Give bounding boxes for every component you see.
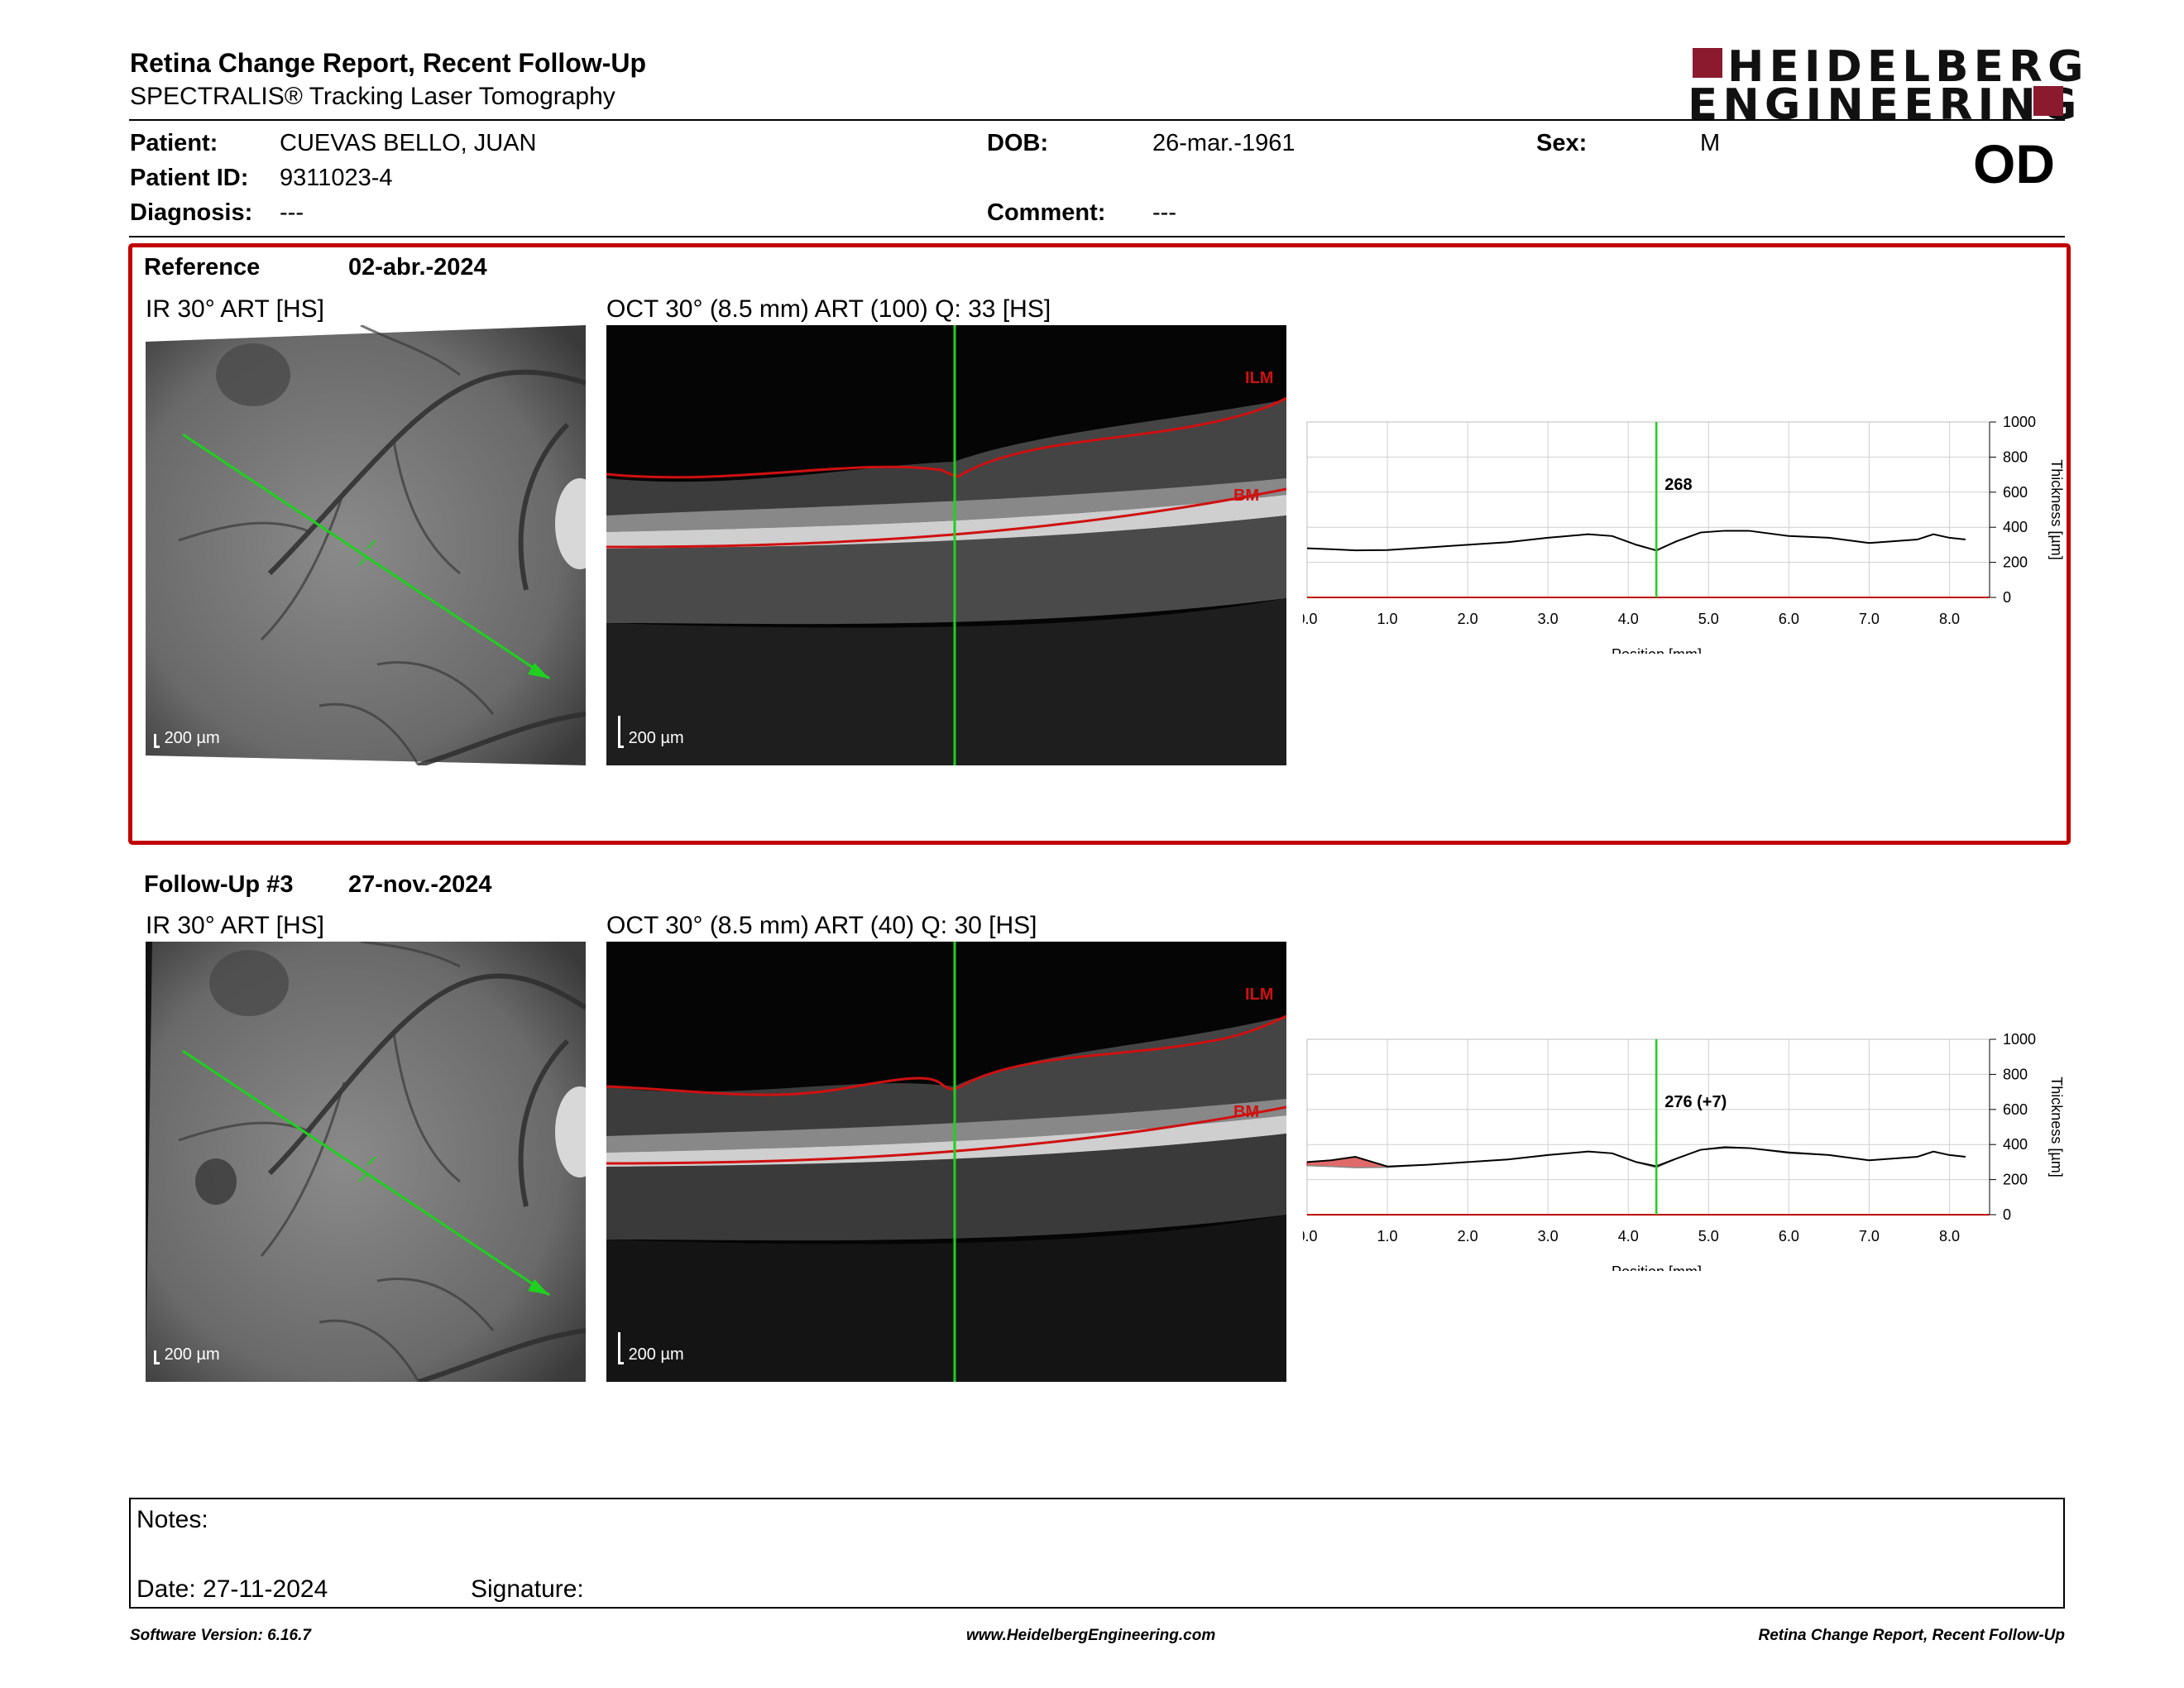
reference-ir-scale: 200 µm <box>154 729 220 748</box>
followup-label: Follow-Up #3 <box>144 871 294 898</box>
comment-label: Comment: <box>987 199 1106 226</box>
report-subtitle: SPECTRALIS® Tracking Laser Tomography <box>130 83 615 110</box>
y-tick-label: 0 <box>2003 589 2011 606</box>
thickness-series-line <box>1306 530 1966 552</box>
marker-value-label: 276 (+7) <box>1664 1093 1727 1111</box>
notes-label: Notes: <box>136 1506 208 1533</box>
x-tick-label: 2.0 <box>1458 1228 1478 1244</box>
reference-frame <box>128 243 2071 845</box>
dob-value: 26-mar.-1961 <box>1152 130 1296 156</box>
followup-ir-fundus-image: 200 µm <box>146 942 586 1382</box>
info-divider <box>129 236 2065 237</box>
reference-thickness-chart: 0.0 1.0 2.0 3.0 4.0 5.0 6.0 7.0 8.0 0 200 400 600 800… <box>1303 414 2064 654</box>
y-tick-label: 200 <box>2003 554 2028 571</box>
x-tick-label: 7.0 <box>1859 611 1880 627</box>
reference-label: Reference <box>144 254 261 281</box>
report-title: Retina Change Report, Recent Follow-Up <box>130 48 647 78</box>
x-axis-label: Position [mm] <box>1612 1264 1702 1271</box>
followup-oct-bscan-image: ILM BM 200 µm <box>606 942 1286 1382</box>
x-tick-label: 0.0 <box>1303 611 1318 627</box>
reference-date: 02-abr.-2024 <box>348 254 487 281</box>
x-tick-label: 4.0 <box>1618 611 1639 627</box>
reference-series-line <box>1306 1147 1966 1168</box>
y-axis-label: Thickness [µm] <box>2048 459 2064 559</box>
followup-oct-title: OCT 30° (8.5 mm) ART (40) Q: 30 [HS] <box>606 912 1037 939</box>
footer-website[interactable]: www.HeidelbergEngineering.com <box>966 1627 1216 1644</box>
diagnosis-value: --- <box>280 199 304 226</box>
y-tick-label: 400 <box>2003 1136 2028 1153</box>
followup-oct-scale: 200 µm <box>618 1332 684 1364</box>
reference-oct-title: OCT 30° (8.5 mm) ART (100) Q: 33 [HS] <box>606 295 1051 323</box>
y-tick-label: 0 <box>2003 1206 2011 1223</box>
x-tick-label: 2.0 <box>1458 611 1478 627</box>
x-tick-label: 5.0 <box>1698 1228 1719 1244</box>
patient-name: CUEVAS BELLO, JUAN <box>280 130 537 156</box>
dob-label: DOB: <box>987 130 1049 156</box>
y-axis-label: Thickness [µm] <box>2048 1077 2064 1177</box>
marker-value-label: 268 <box>1664 476 1692 494</box>
patient-id: 9311023-4 <box>280 165 393 191</box>
reference-oct-bscan-image: ILM BM 200 µm <box>606 325 1286 765</box>
followup-ilm-label: ILM <box>1245 985 1273 1004</box>
notes-date: Date: 27-11-2024 <box>136 1575 328 1603</box>
reference-ir-title: IR 30° ART [HS] <box>146 295 324 323</box>
followup-date: 27-nov.-2024 <box>348 871 492 898</box>
y-tick-label: 800 <box>2003 448 2028 465</box>
y-tick-label: 800 <box>2003 1066 2028 1082</box>
x-tick-label: 6.0 <box>1779 611 1799 627</box>
signature-label: Signature: <box>471 1575 584 1603</box>
followup-ir-title: IR 30° ART [HS] <box>146 912 324 939</box>
reference-oct-scale: 200 µm <box>618 716 684 748</box>
sex-label: Sex: <box>1536 130 1588 156</box>
followup-thickness-chart: 0.0 1.0 2.0 3.0 4.0 5.0 6.0 7.0 8.0 0 200 400 600 800… <box>1303 1031 2064 1271</box>
notes-box[interactable]: Notes: Date: 27-11-2024 Signature: <box>129 1498 2065 1609</box>
diagnosis-label: Diagnosis: <box>130 199 253 226</box>
reference-bm-label: BM <box>1233 487 1259 505</box>
y-tick-label: 200 <box>2003 1172 2028 1188</box>
comment-value: --- <box>1152 199 1176 226</box>
thickness-series-line <box>1306 1146 1966 1168</box>
x-tick-label: 1.0 <box>1377 1228 1398 1244</box>
footer-report-name: Retina Change Report, Recent Follow-Up <box>1758 1627 2065 1644</box>
x-tick-label: 3.0 <box>1538 611 1559 627</box>
patient-label: Patient: <box>130 130 218 156</box>
plot-area <box>1306 1038 1990 1216</box>
header-divider <box>129 119 2065 121</box>
y-tick-label: 400 <box>2003 519 2028 535</box>
x-tick-label: 3.0 <box>1538 1228 1559 1244</box>
x-tick-label: 8.0 <box>1939 611 1960 627</box>
eye-label: OD <box>1973 133 2055 194</box>
patient-id-label: Patient ID: <box>130 165 249 191</box>
y-tick-label: 600 <box>2003 1101 2028 1118</box>
followup-bm-label: BM <box>1233 1103 1259 1121</box>
y-tick-label: 600 <box>2003 484 2028 501</box>
x-tick-label: 7.0 <box>1859 1228 1880 1244</box>
reference-ilm-label: ILM <box>1245 369 1273 387</box>
x-tick-label: 6.0 <box>1779 1228 1799 1244</box>
x-tick-label: 8.0 <box>1939 1228 1960 1244</box>
x-tick-label: 4.0 <box>1618 1228 1639 1244</box>
x-tick-label: 1.0 <box>1377 611 1398 627</box>
x-axis-label: Position [mm] <box>1612 646 1702 654</box>
x-tick-label: 5.0 <box>1698 611 1719 627</box>
plot-area <box>1306 421 1990 598</box>
footer-software-version: Software Version: 6.16.7 <box>130 1627 311 1644</box>
sex-value: M <box>1700 130 1721 156</box>
followup-ir-scale: 200 µm <box>154 1345 220 1364</box>
y-tick-label: 1000 <box>2003 414 2036 430</box>
y-tick-label: 1000 <box>2003 1031 2036 1048</box>
reference-ir-fundus-image: 200 µm <box>146 325 586 765</box>
x-tick-label: 0.0 <box>1303 1228 1318 1244</box>
